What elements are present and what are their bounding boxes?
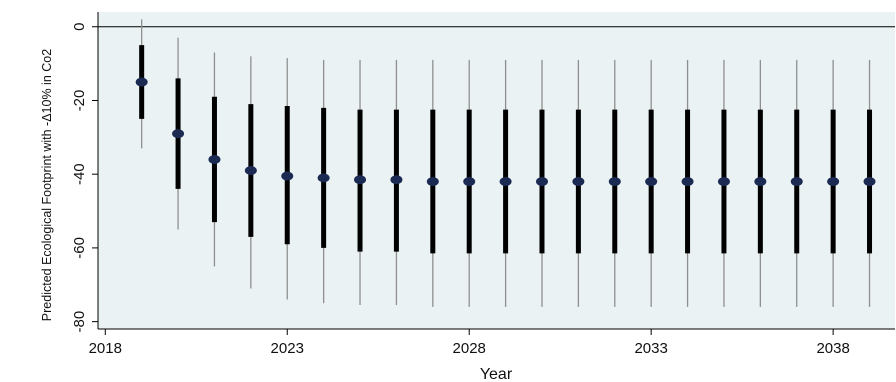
y-axis-title: Predicted Ecological Footprint with -Δ10…	[40, 49, 54, 321]
x-axis-title: Year	[480, 366, 513, 382]
y-axis: 0 -20 -40 -60 -80	[71, 12, 99, 333]
point-2025	[354, 175, 367, 185]
point-2031	[572, 177, 585, 187]
x-tick-label: 2028	[453, 340, 486, 357]
x-tick-label: 2033	[634, 340, 667, 357]
y-tick-label: 0	[71, 23, 88, 31]
point-2022	[244, 166, 257, 175]
point-2035	[717, 177, 730, 187]
point-2028	[463, 177, 476, 187]
point-2027	[426, 177, 439, 187]
y-tick-label: -60	[71, 237, 88, 259]
x-tick-label: 2018	[89, 340, 122, 357]
point-2036	[754, 177, 767, 187]
data-marks	[98, 19, 895, 307]
point-2037	[790, 177, 803, 187]
y-tick-label: -20	[71, 90, 88, 112]
point-2033	[645, 177, 658, 187]
point-2021	[208, 154, 221, 164]
point-2034	[681, 177, 694, 187]
x-axis: 2018 2023 2028 2033 2038	[89, 328, 895, 357]
y-tick-label: -80	[71, 311, 88, 333]
point-2019	[135, 77, 148, 87]
point-2024	[317, 173, 330, 183]
x-tick-label: 2038	[816, 340, 849, 357]
point-2026	[390, 175, 403, 185]
point-2038	[827, 177, 840, 187]
point-2020	[172, 129, 185, 139]
point-2039	[863, 177, 876, 187]
y-tick-label: -40	[71, 163, 88, 185]
point-2032	[608, 177, 621, 187]
plot-area	[98, 12, 895, 329]
point-2023	[281, 171, 294, 181]
point-2029	[499, 177, 512, 187]
point-2030	[535, 177, 548, 187]
x-tick-label: 2023	[271, 340, 304, 357]
